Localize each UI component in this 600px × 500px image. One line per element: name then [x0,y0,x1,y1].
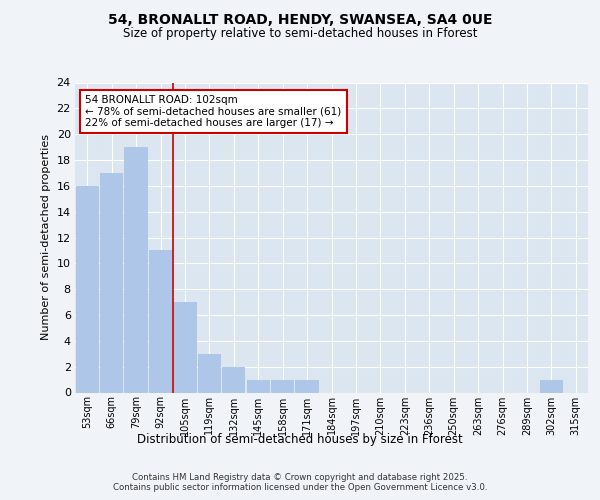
Text: Size of property relative to semi-detached houses in Fforest: Size of property relative to semi-detach… [123,28,477,40]
Bar [76,186,99,392]
Bar [247,380,270,392]
Bar [222,366,245,392]
Bar [100,173,123,392]
Bar [198,354,221,393]
Bar [271,380,294,392]
Bar [540,380,563,392]
Text: 54, BRONALLT ROAD, HENDY, SWANSEA, SA4 0UE: 54, BRONALLT ROAD, HENDY, SWANSEA, SA4 0… [108,12,492,26]
Text: Contains HM Land Registry data © Crown copyright and database right 2025.
Contai: Contains HM Land Registry data © Crown c… [113,472,487,492]
Bar [295,380,319,392]
Bar [149,250,172,392]
Text: 54 BRONALLT ROAD: 102sqm
← 78% of semi-detached houses are smaller (61)
22% of s: 54 BRONALLT ROAD: 102sqm ← 78% of semi-d… [85,95,341,128]
Text: Distribution of semi-detached houses by size in Fforest: Distribution of semi-detached houses by … [137,432,463,446]
Bar [124,147,148,392]
Y-axis label: Number of semi-detached properties: Number of semi-detached properties [41,134,51,340]
Bar [173,302,197,392]
